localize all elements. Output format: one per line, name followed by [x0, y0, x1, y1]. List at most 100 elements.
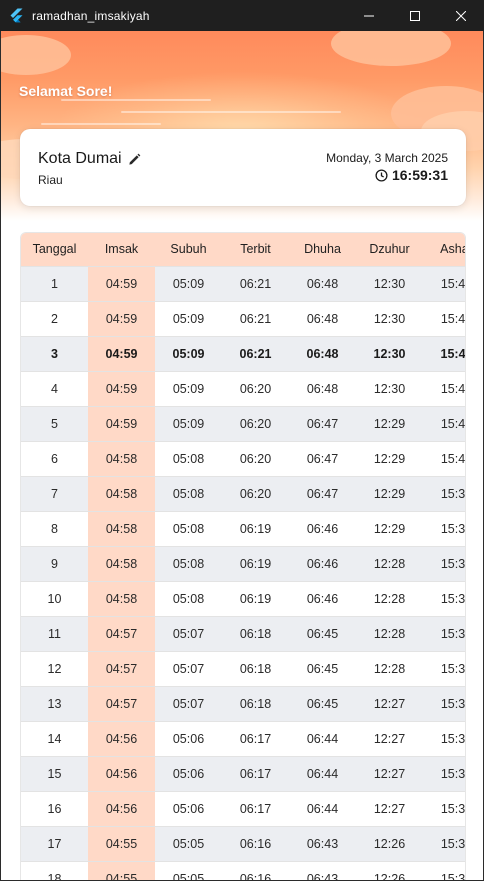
window-titlebar[interactable]: ramadhan_imsakiyah	[0, 0, 484, 31]
cell-subuh: 05:07	[172, 626, 205, 641]
table-row: 18 04:55 05:05 06:16 06:43 12:26 15:30	[21, 861, 466, 881]
cell-dhuha: 06:45	[306, 661, 339, 676]
cell-dhuha: 06:45	[306, 626, 339, 641]
cell-ashar: 15:32	[440, 801, 466, 816]
cell-tanggal: 7	[51, 486, 58, 501]
cell-ashar: 15:30	[440, 871, 466, 881]
cell-ashar: 15:35	[440, 661, 466, 676]
cell-dzuhur: 12:27	[373, 731, 406, 746]
cell-dzuhur: 12:27	[373, 801, 406, 816]
cell-imsak: 04:56	[88, 721, 155, 756]
city-name: Kota Dumai	[38, 150, 122, 167]
maximize-icon	[410, 10, 420, 21]
light-streak	[121, 111, 341, 113]
pencil-icon	[129, 153, 141, 165]
cell-imsak: 04:57	[88, 651, 155, 686]
cell-imsak: 04:58	[88, 511, 155, 546]
header-subuh: Subuh	[170, 242, 207, 257]
cell-terbit: 06:16	[239, 836, 272, 851]
cell-imsak: 04:58	[88, 546, 155, 581]
table-row: 11 04:57 05:07 06:18 06:45 12:28 15:36	[21, 616, 466, 651]
header-ashar: Ashar	[440, 242, 465, 257]
cell-tanggal: 1	[51, 276, 58, 291]
cell-ashar: 15:33	[440, 731, 466, 746]
table-row: 17 04:55 05:05 06:16 06:43 12:26 15:31	[21, 826, 465, 861]
cell-subuh: 05:09	[172, 381, 205, 396]
cell-terbit: 06:19	[239, 521, 272, 536]
cell-tanggal: 2	[51, 311, 58, 326]
cell-ashar: 15:32	[440, 766, 466, 781]
cell-tanggal: 17	[47, 836, 62, 851]
cell-subuh: 05:06	[172, 731, 205, 746]
imsakiyah-table-container[interactable]: Tanggal Imsak Subuh Terbit Dhuha Dzuhur …	[20, 232, 466, 881]
maximize-button[interactable]	[392, 0, 438, 31]
close-icon	[456, 10, 466, 21]
edit-location-button[interactable]	[128, 152, 142, 166]
header-tanggal: Tanggal	[32, 242, 77, 257]
table-row: 4 04:59 05:09 06:20 06:48 12:30 15:41	[21, 371, 465, 406]
header-dhuha: Dhuha	[304, 242, 341, 257]
cell-subuh: 05:05	[172, 871, 205, 881]
cell-imsak: 04:55	[88, 826, 155, 861]
cell-terbit: 06:20	[239, 451, 272, 466]
cell-tanggal: 11	[48, 626, 61, 641]
cell-dhuha: 06:44	[306, 801, 339, 816]
cell-subuh: 05:09	[172, 346, 205, 361]
cell-tanggal: 15	[47, 766, 62, 781]
cell-tanggal: 18	[47, 871, 62, 881]
greeting-text: Selamat Sore!	[19, 83, 113, 99]
cell-ashar: 15:36	[440, 626, 466, 641]
imsakiyah-table: Tanggal Imsak Subuh Terbit Dhuha Dzuhur …	[21, 233, 466, 881]
cell-subuh: 05:08	[172, 451, 205, 466]
cell-dhuha: 06:44	[306, 731, 339, 746]
cloud	[1, 35, 71, 75]
cell-terbit: 06:16	[239, 871, 272, 881]
close-button[interactable]	[438, 0, 484, 31]
clock-icon	[375, 168, 388, 182]
cell-imsak: 04:55	[88, 861, 155, 880]
cell-terbit: 06:21	[239, 346, 272, 361]
cell-dzuhur: 12:27	[373, 696, 406, 711]
header-terbit: Terbit	[240, 242, 271, 257]
cell-tanggal: 13	[47, 696, 62, 711]
cell-imsak: 04:57	[88, 686, 155, 721]
cell-dzuhur: 12:29	[373, 521, 406, 536]
table-row: 1 04:59 05:09 06:21 06:48 12:30 15:43	[21, 266, 465, 301]
cell-terbit: 06:19	[239, 556, 272, 571]
table-row: 14 04:56 05:06 06:17 06:44 12:27 15:33	[21, 721, 466, 756]
cell-subuh: 05:09	[172, 311, 205, 326]
cell-dzuhur: 12:26	[373, 836, 406, 851]
city-row: Kota Dumai	[38, 150, 142, 168]
cell-dzuhur: 12:29	[373, 451, 406, 466]
cell-dhuha: 06:47	[306, 486, 339, 501]
cell-terbit: 06:21	[239, 276, 272, 291]
table-body: 1 04:59 05:09 06:21 06:48 12:30 15:43 2 04:59 05:…	[21, 266, 466, 881]
table-row: 2 04:59 05:09 06:21 06:48 12:30 15:43	[21, 301, 466, 336]
table-row: 6 04:58 05:08 06:20 06:47 12:29 15:40	[21, 441, 465, 476]
cell-subuh: 05:08	[172, 486, 205, 501]
cell-subuh: 05:07	[172, 661, 205, 676]
cell-terbit: 06:20	[239, 416, 272, 431]
cell-ashar: 15:38	[440, 521, 466, 536]
cell-dzuhur: 12:30	[373, 311, 406, 326]
cell-subuh: 05:08	[172, 556, 205, 571]
cell-dzuhur: 12:28	[373, 556, 406, 571]
cell-imsak: 04:59	[88, 406, 155, 441]
cell-dhuha: 06:47	[306, 451, 339, 466]
table-row: 3 04:59 05:09 06:21 06:48 12:30 15:42	[21, 336, 465, 371]
cell-terbit: 06:17	[239, 801, 272, 816]
table-row: 8 04:58 05:08 06:19 06:46 12:29 15:38	[21, 511, 466, 546]
cell-imsak: 04:59	[88, 371, 155, 406]
cell-imsak: 04:57	[88, 616, 155, 651]
cell-dhuha: 06:46	[306, 591, 339, 606]
light-streak	[61, 99, 211, 101]
cell-dzuhur: 12:29	[373, 416, 406, 431]
minimize-button[interactable]	[346, 0, 392, 31]
cell-ashar: 15:43	[440, 311, 466, 326]
cell-tanggal: 14	[47, 731, 62, 746]
table-row: 10 04:58 05:08 06:19 06:46 12:28 15:37	[21, 581, 465, 616]
cell-dhuha: 06:46	[306, 556, 339, 571]
cell-dzuhur: 12:30	[373, 276, 406, 291]
table-row: 7 04:58 05:08 06:20 06:47 12:29 15:39	[21, 476, 465, 511]
cell-terbit: 06:18	[239, 626, 272, 641]
